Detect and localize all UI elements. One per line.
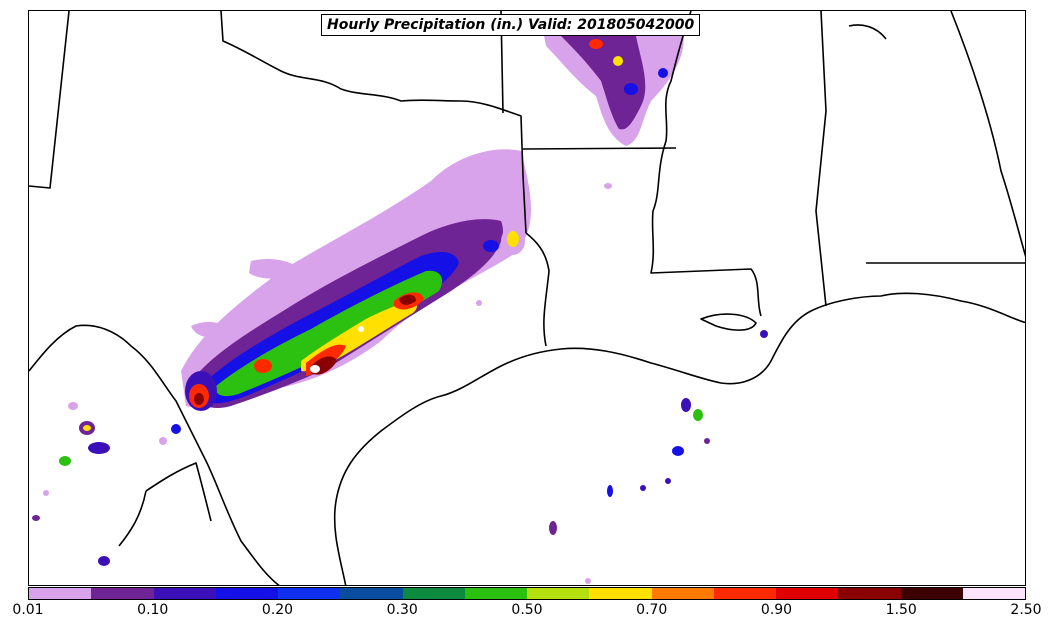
colorbar-tick-label: 0.30 [386,602,418,618]
colorbar-swatch [29,588,92,599]
precip-cell [476,300,482,306]
precip-cell [549,521,557,535]
border-line [650,11,762,317]
colorbar-swatch [278,588,341,599]
colorbar-swatch [153,588,216,599]
boundaries [29,11,1025,585]
border-line [522,147,677,150]
precip-cell [681,398,691,412]
precip-field [32,17,768,584]
precip-purple [561,24,646,130]
precip-cell [88,442,110,454]
colorbar-tick-label: 2.50 [1010,602,1042,618]
precip-cell [704,438,710,444]
coastline [333,292,1025,585]
map-title: Hourly Precipitation (in.) Valid: 201805… [321,14,701,36]
colorbar-swatch [651,588,714,599]
precip-max [310,365,320,373]
border-line [29,11,70,189]
precip-cell [589,39,603,49]
precip-cell [640,485,646,491]
colorbar-swatch [91,588,154,599]
precip-light [249,258,301,279]
colorbar-tick-label: 0.01 [12,602,44,618]
colorbar-tick-label: 0.20 [261,602,294,618]
precip-darkred [399,294,416,305]
border-line [220,11,527,234]
precip-cell [83,425,91,431]
colorbar-tick-label: 0.90 [760,602,793,618]
border-line [815,11,827,307]
precip-cell [693,409,703,421]
border-line [525,232,550,347]
precip-cell [760,330,768,338]
colorbar-swatch [215,588,278,599]
colorbar-swatch [713,588,776,599]
colorbar-swatch [527,588,590,599]
colorbar-tick-label: 0.50 [511,602,543,618]
map-panel [28,10,1026,586]
colorbar-swatch [402,588,465,599]
precip-cell [194,393,204,405]
precip-cell [43,490,49,496]
precip-cell [159,437,167,445]
precip-cell [607,485,613,497]
precip-cell [68,402,78,410]
precip-cell [59,456,71,466]
map-canvas [29,11,1025,585]
colorbar-swatch [464,588,527,599]
colorbar-swatch [776,588,839,599]
colorbar-swatch [900,588,963,599]
colorbar [28,587,1026,600]
colorbar-swatch [962,588,1025,599]
precip-cell [254,359,272,373]
precip-light [191,321,227,338]
colorbar-tick-labels: 0.01 0.10 0.20 0.30 0.50 0.70 0.90 1.50 2.50 [0,602,1054,626]
precip-cell [604,183,612,189]
precip-cell [507,231,519,247]
border-line [118,490,147,547]
precip-cell [665,478,671,484]
precip-cell [672,446,684,456]
colorbar-tick-label: 0.70 [636,602,668,618]
precip-cell [624,83,638,95]
precip-cell [658,68,668,78]
precip-cell [32,515,40,521]
precip-cell [98,556,110,566]
colorbar-tick-label: 1.50 [885,602,917,618]
colorbar-swatch [589,588,652,599]
precip-cell [585,578,591,584]
border-line [848,24,887,40]
border-line [950,11,1025,258]
border-line [145,462,212,522]
precip-green [215,270,443,397]
precip-cell [483,240,499,252]
border-line [29,324,280,585]
colorbar-tick-label: 0.10 [137,602,169,618]
colorbar-swatch [838,588,901,599]
precip-cell [613,56,623,66]
coastline [700,313,757,331]
precip-cell [171,424,181,434]
precip-max [358,326,364,332]
colorbar-swatch [340,588,403,599]
